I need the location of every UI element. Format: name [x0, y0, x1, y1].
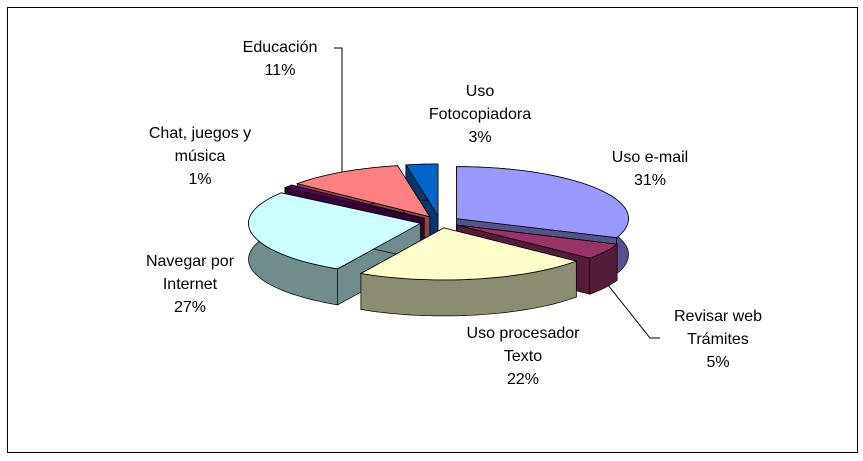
value-label: 11% — [264, 62, 296, 79]
category-label: Educación — [242, 39, 318, 56]
value-label: 27% — [173, 299, 207, 316]
category-label: Chat, juegos y música — [148, 125, 252, 165]
value-label: 22% — [506, 371, 540, 388]
slice-label: Educación 11% — [225, 36, 335, 82]
chart-frame — [7, 7, 858, 453]
leader-line — [599, 274, 660, 339]
slice — [456, 166, 629, 239]
slice-label: Uso procesador Texto 22% — [453, 322, 593, 391]
leader-line — [334, 47, 343, 172]
slice-label: Navegar por Internet 27% — [130, 250, 250, 319]
slice — [457, 224, 619, 259]
value-label: 31% — [633, 172, 667, 189]
value-label: 5% — [706, 354, 730, 371]
category-label: Navegar por Internet — [145, 253, 235, 293]
slice — [248, 192, 422, 270]
slice — [405, 163, 439, 218]
slice-label: Revisar web Trámites 5% — [663, 305, 773, 374]
slice-label: Uso e-mail 31% — [595, 146, 705, 192]
slice — [359, 227, 578, 281]
slice-label: Chat, juegos y música 1% — [130, 122, 270, 191]
category-label: Uso Fotocopiadora — [428, 83, 532, 123]
value-label: 1% — [188, 171, 212, 188]
slice-label: Uso Fotocopiadora 3% — [420, 80, 540, 149]
category-label: Uso e-mail — [611, 149, 689, 166]
value-label: 3% — [468, 129, 492, 146]
slice — [284, 184, 425, 219]
slice — [295, 165, 431, 218]
category-label: Revisar web Trámites — [673, 308, 763, 348]
category-label: Uso procesador Texto — [466, 325, 580, 365]
